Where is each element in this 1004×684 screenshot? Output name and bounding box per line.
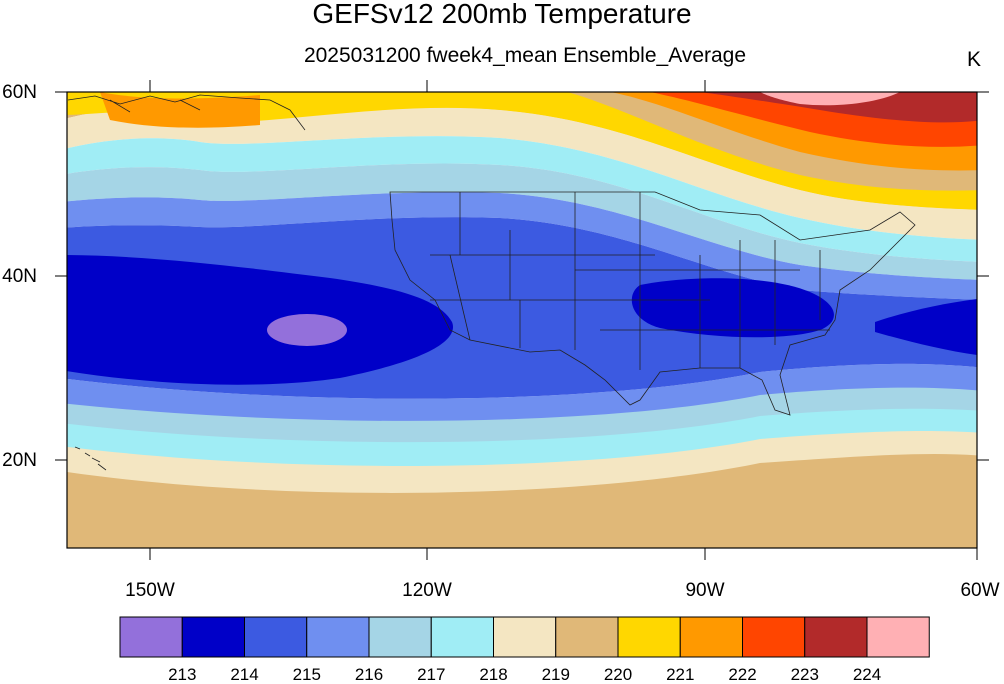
band-216-217-south [67,386,977,443]
colorbar-label-220: 220 [604,665,632,684]
hawaii-coastline [74,446,107,471]
state-boundaries [389,191,916,416]
band-213-214-east [875,298,977,355]
colorbar-label-221: 221 [666,665,694,684]
band-215-216-south [67,363,977,421]
colorbar-box-4 [368,616,432,658]
map-subtitle: 2025031200 fweek4_mean Ensemble_Average [304,44,746,67]
band-217-218-north [67,136,977,262]
colorbar-box-9 [679,616,743,658]
colorbar-label-222: 222 [728,665,756,684]
colorbar-box-7 [555,616,619,658]
lat-label-60n: 60N [2,82,37,103]
colorbar-box-1 [181,616,245,658]
colorbar-label-223: 223 [791,665,819,684]
lat-label-40n: 40N [2,266,37,287]
colorbar: 213 214 215 216 217 218 219 220 221 222 223 224 [119,616,930,684]
colorbar-label-219: 219 [542,665,570,684]
plot-frame [66,91,978,549]
colorbar-box-10 [742,616,806,658]
axis-ticks [55,80,989,560]
units-label: K [967,48,981,71]
minimum-below-213 [267,314,347,346]
colorbar-box-11 [804,616,868,658]
map-title: GEFSv12 200mb Temperature [312,0,691,29]
colorbar-label-215: 215 [293,665,321,684]
band-223-224 [700,92,977,123]
band-219-220-south [67,452,977,548]
colorbar-label-217: 217 [417,665,445,684]
band-218-219-north [67,105,977,240]
band-221-222-alaska [100,92,260,128]
colorbar-label-214: 214 [230,665,258,684]
band-213-214-central [631,278,834,338]
colorbar-label-218: 218 [479,665,507,684]
colorbar-box-0 [119,616,183,658]
colorbar-box-6 [493,616,557,658]
colorbar-box-8 [617,616,681,658]
lon-label-150w: 150W [125,580,175,601]
band-217-218-south [67,407,977,466]
colorbar-box-2 [244,616,308,658]
maximum-above-224 [760,92,900,106]
colorbar-label-216: 216 [355,665,383,684]
colorbar-label-213: 213 [168,665,196,684]
band-215-216-north [67,192,977,300]
band-213-214-west [67,255,453,385]
colorbar-label-224: 224 [853,665,881,684]
lat-label-20n: 20N [2,450,37,471]
lon-label-120w: 120W [402,580,452,601]
band-216-217-north [67,163,977,280]
colorbar-box-3 [306,616,370,658]
colorbar-box-12 [866,616,930,658]
alaska-coastline [67,94,306,131]
band-218-219-south [67,430,977,493]
temperature-contours [67,92,977,548]
lon-label-60w: 60W [960,580,999,601]
colorbar-box-5 [430,616,494,658]
lon-label-90w: 90W [685,580,724,601]
